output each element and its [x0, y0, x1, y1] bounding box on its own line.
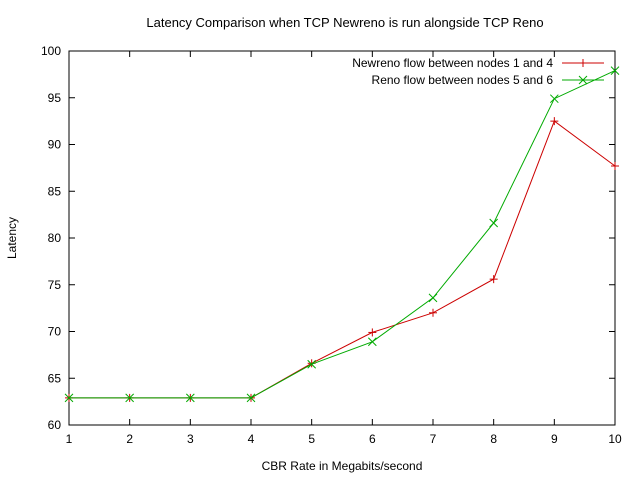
x-tick-label: 7 [430, 432, 437, 446]
y-axis: 60 65 70 75 80 85 90 95 100 [41, 44, 615, 432]
x-tick-label: 9 [551, 432, 558, 446]
x-axis-title: CBR Rate in Megabits/second [262, 459, 423, 473]
series-2-point [428, 293, 438, 303]
y-tick-label: 95 [48, 91, 62, 105]
x-tick-label: 4 [248, 432, 255, 446]
plot-area-frame [68, 50, 616, 426]
y-tick-label: 90 [48, 138, 62, 152]
legend-label: Newreno flow between nodes 1 and 4 [352, 56, 553, 70]
series-2-point [489, 218, 499, 228]
series-2-point [549, 94, 559, 104]
y-axis-title: Latency [5, 217, 19, 259]
x-tick-label: 10 [608, 432, 622, 446]
series-1-point [368, 328, 377, 337]
series-layer [64, 66, 620, 403]
y-tick-label: 60 [48, 418, 62, 432]
legend: Newreno flow between nodes 1 and 4 Reno f… [352, 56, 604, 87]
y-tick-label: 100 [41, 44, 61, 58]
y-tick-label: 85 [48, 184, 62, 198]
series-2-point [185, 393, 195, 403]
y-tick-label: 80 [48, 231, 62, 245]
series-2-line [69, 70, 616, 399]
series-1-point [429, 308, 437, 317]
legend-marker [579, 59, 587, 67]
series-1 [65, 117, 619, 402]
series-1-point [611, 162, 619, 171]
y-tick-label: 65 [48, 371, 62, 385]
series-2-point [307, 359, 317, 369]
series-1-point [489, 275, 498, 284]
y-tick-label: 70 [48, 325, 62, 339]
series-2-point [64, 393, 74, 403]
series-1-line [69, 120, 616, 399]
legend-marker [578, 75, 588, 85]
x-axis: 1 2 3 4 5 6 7 8 9 10 [66, 51, 622, 446]
y-tick-label: 75 [48, 278, 62, 292]
series-2-point [367, 337, 377, 347]
series-2-point [610, 66, 620, 75]
series-1-point [550, 117, 559, 126]
x-tick-label: 3 [187, 432, 194, 446]
x-tick-label: 1 [66, 432, 73, 446]
x-tick-label: 6 [369, 432, 376, 446]
chart-title: Latency Comparison when TCP Newreno is r… [146, 15, 543, 30]
series-2-point [246, 393, 256, 403]
x-tick-label: 5 [308, 432, 315, 446]
series-2 [64, 66, 620, 403]
legend-label: Reno flow between nodes 5 and 6 [372, 73, 554, 87]
x-tick-label: 2 [126, 432, 133, 446]
series-2-point [125, 393, 135, 403]
x-tick-label: 8 [490, 432, 497, 446]
